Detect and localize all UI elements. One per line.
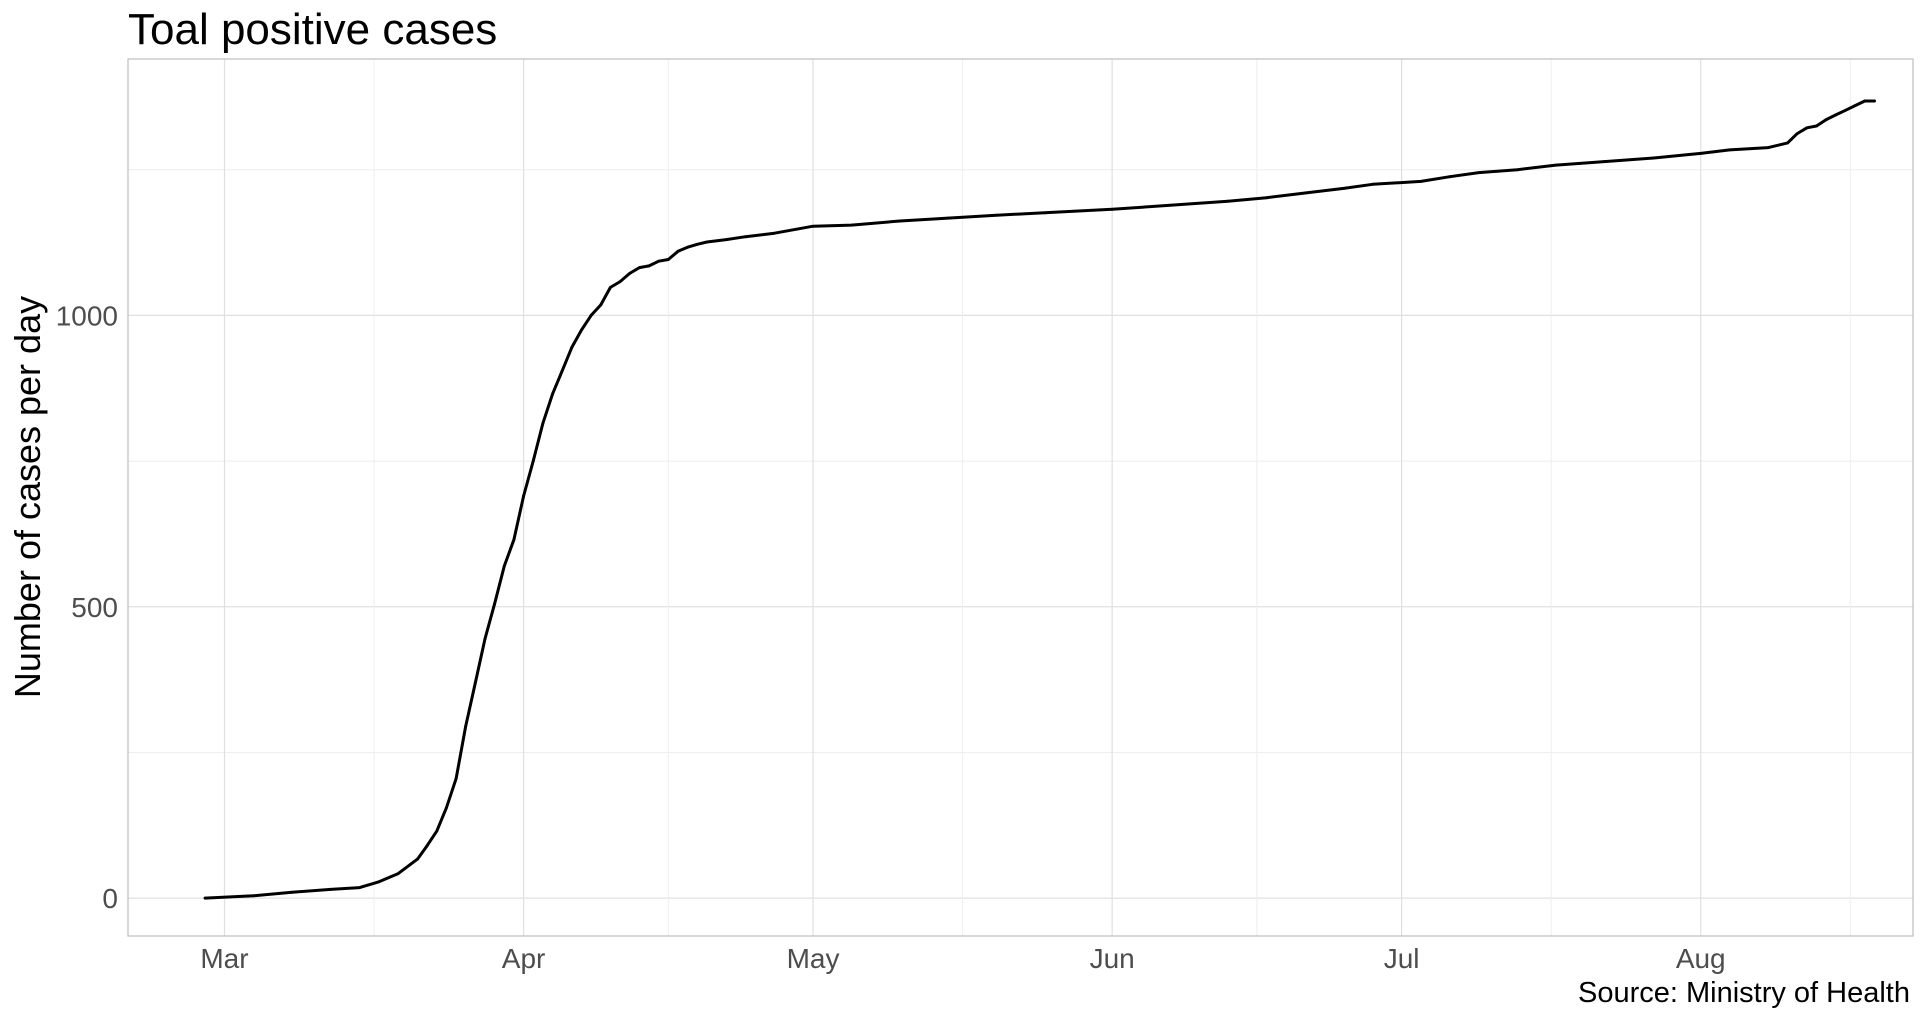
data-point (705, 240, 709, 244)
x-axis: Mar Apr May Jun Jul Aug (200, 943, 1725, 974)
data-point (850, 223, 854, 227)
data-point (203, 896, 207, 900)
data-point (1834, 113, 1838, 117)
data-point (599, 303, 603, 307)
data-point (416, 857, 419, 861)
data-point (1303, 191, 1307, 195)
data-point (1448, 175, 1452, 179)
data-point (1265, 196, 1268, 200)
data-point (994, 213, 998, 217)
data-point (570, 346, 574, 349)
data-point (676, 249, 680, 253)
data-point (1371, 182, 1375, 186)
data-point (1853, 104, 1857, 108)
data-point (589, 313, 593, 317)
data-point (551, 392, 554, 396)
data-point (290, 890, 294, 894)
data-point (1110, 207, 1114, 211)
data-point (773, 231, 776, 235)
data-point (1873, 99, 1876, 103)
data-point (898, 219, 902, 223)
data-point (637, 266, 641, 270)
data-point (329, 887, 333, 891)
data-point (657, 259, 661, 263)
data-point (1477, 171, 1481, 175)
source-caption: Source: Ministry of Health (1578, 977, 1910, 1009)
data-point (1342, 186, 1346, 190)
data-point (811, 224, 815, 228)
data-point (1168, 203, 1172, 207)
data-point (531, 459, 535, 463)
data-point (512, 538, 516, 542)
data-point (541, 421, 545, 425)
data-point (377, 880, 381, 884)
data-point (1824, 118, 1828, 122)
data-point (358, 886, 361, 890)
x-tick-label: Jun (1090, 943, 1135, 974)
chart-title: Toal positive cases (128, 5, 497, 54)
data-point (724, 238, 728, 242)
data-point (744, 235, 747, 239)
y-tick-label: 0 (102, 883, 118, 914)
x-tick-label: Apr (502, 943, 546, 974)
data-point (1699, 152, 1703, 155)
y-tick-label: 500 (71, 592, 118, 623)
data-point (483, 637, 487, 641)
data-point (1651, 156, 1654, 160)
data-point (1602, 160, 1606, 163)
data-point (445, 806, 448, 810)
data-point (1516, 168, 1519, 172)
data-point (560, 369, 564, 373)
data-point (686, 245, 690, 249)
x-tick-label: Aug (1676, 943, 1726, 974)
data-point (666, 258, 670, 261)
data-point (628, 272, 632, 275)
data-point (647, 264, 651, 268)
series-line (203, 99, 1876, 900)
data-point (252, 894, 255, 898)
data-point (1844, 108, 1847, 112)
data-point (396, 872, 400, 876)
data-point (1805, 126, 1809, 130)
data-point (473, 681, 477, 684)
data-point (1043, 211, 1047, 215)
data-point (580, 328, 583, 332)
data-point (1554, 163, 1558, 167)
x-tick-label: May (787, 943, 840, 974)
data-point (1863, 99, 1867, 103)
data-point (435, 829, 439, 833)
data-point (946, 216, 950, 220)
y-tick-label: 1000 (56, 300, 118, 331)
data-point (618, 280, 622, 284)
data-point (1766, 146, 1770, 149)
data-point (425, 844, 429, 848)
data-point (1815, 124, 1818, 128)
data-point (493, 602, 497, 606)
data-point (1795, 132, 1799, 135)
series-points (203, 99, 1876, 900)
y-axis: 0 500 1000 (56, 300, 118, 914)
data-point (1226, 199, 1230, 203)
data-point (502, 564, 506, 568)
y-axis-label: Number of cases per day (7, 296, 48, 698)
data-point (1786, 141, 1789, 145)
data-point (464, 724, 468, 728)
data-point (454, 777, 458, 781)
data-point (609, 286, 612, 289)
data-point (522, 494, 525, 498)
plot-panel (127, 58, 1914, 937)
x-tick-label: Mar (200, 943, 248, 974)
x-tick-label: Jul (1384, 943, 1420, 974)
data-point (1728, 148, 1732, 152)
data-point (695, 242, 699, 246)
grid (128, 59, 1913, 936)
data-point (1419, 179, 1423, 183)
